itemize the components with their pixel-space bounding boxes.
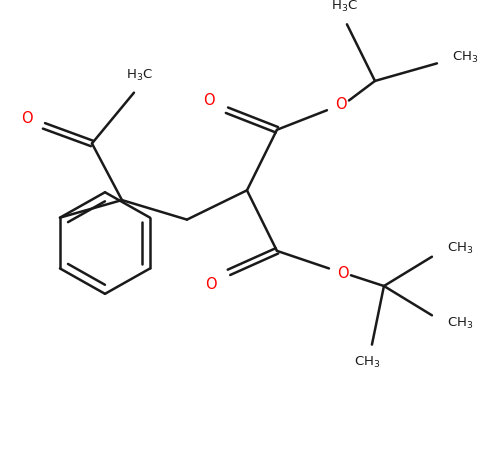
Text: O: O xyxy=(335,97,347,112)
Text: O: O xyxy=(203,93,215,108)
Text: O: O xyxy=(337,266,349,281)
Text: CH$_3$: CH$_3$ xyxy=(447,316,473,331)
Text: CH$_3$: CH$_3$ xyxy=(447,241,473,256)
Text: H$_3$C: H$_3$C xyxy=(332,0,359,14)
Text: O: O xyxy=(21,111,33,125)
Text: H$_3$C: H$_3$C xyxy=(125,67,152,82)
Text: CH$_3$: CH$_3$ xyxy=(354,355,380,370)
Text: CH$_3$: CH$_3$ xyxy=(452,50,478,65)
Text: O: O xyxy=(205,277,217,292)
